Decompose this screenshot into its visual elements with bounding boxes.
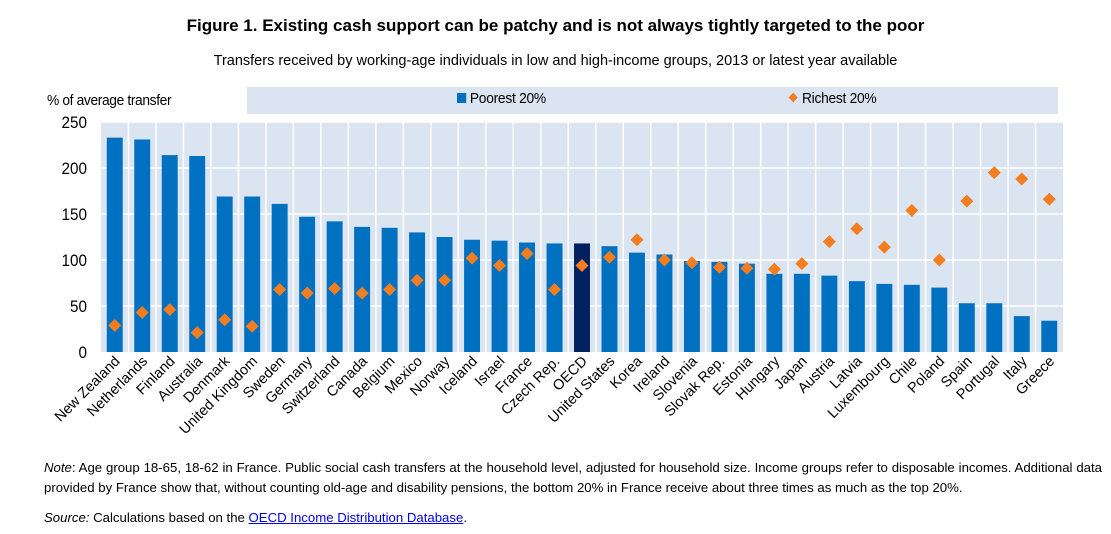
marker-richest xyxy=(410,273,424,287)
marker-richest xyxy=(685,256,699,270)
legend-label-poorest: Poorest 20% xyxy=(469,90,546,107)
markers-richest xyxy=(108,166,1056,340)
bar-poorest xyxy=(903,284,920,352)
bar-poorest xyxy=(491,240,508,352)
marker-richest xyxy=(273,282,287,296)
marker-richest xyxy=(383,282,397,296)
marker-richest xyxy=(190,326,204,340)
marker-richest xyxy=(328,282,342,296)
bar-poorest xyxy=(793,273,810,352)
bar-poorest xyxy=(656,254,673,352)
bar-poorest xyxy=(546,243,563,352)
marker-richest xyxy=(355,286,369,300)
y-tick-label: 150 xyxy=(62,205,88,224)
source-text: Calculations based on the xyxy=(89,510,249,525)
marker-richest xyxy=(657,253,671,267)
bar-poorest xyxy=(106,137,123,352)
bar-poorest xyxy=(683,260,700,352)
bar-poorest xyxy=(1041,320,1058,352)
marker-richest xyxy=(300,286,314,300)
chart-title: Figure 1. Existing cash support can be p… xyxy=(186,16,925,35)
bar-poorest xyxy=(821,275,838,352)
bar-poorest xyxy=(986,303,1003,352)
legend: Poorest 20% Richest 20% xyxy=(247,87,1058,114)
marker-richest xyxy=(218,313,232,327)
bar-poorest xyxy=(271,203,288,352)
bar-poorest xyxy=(601,246,618,352)
legend-item-poorest: Poorest 20% xyxy=(457,90,546,107)
marker-richest xyxy=(822,235,836,249)
bar-poorest xyxy=(1013,316,1030,352)
bar-poorest xyxy=(244,196,261,352)
marker-richest xyxy=(520,247,534,261)
x-tick-labels: New ZealandNetherlandsFinlandAustraliaDe… xyxy=(52,353,1058,438)
marker-richest xyxy=(767,262,781,276)
marker-richest xyxy=(548,282,562,296)
bar-poorest xyxy=(876,283,893,352)
source-link[interactable]: OECD Income Distribution Database xyxy=(248,510,464,525)
chart-plot: 0 50 100 150 200 250 New ZealandNetherlandsFi… xyxy=(52,113,1063,438)
marker-richest xyxy=(795,257,809,271)
marker-richest xyxy=(740,261,754,275)
marker-richest xyxy=(465,251,479,265)
marker-richest xyxy=(575,259,589,273)
bar-poorest xyxy=(711,261,728,352)
bar-poorest xyxy=(189,156,206,352)
y-tick-label: 100 xyxy=(62,251,88,270)
bar-poorest xyxy=(134,139,151,352)
note: Note: Age group 18-65, 18-62 in France. … xyxy=(44,458,1102,498)
source-end: . xyxy=(463,510,467,525)
bar-poorest xyxy=(766,273,783,352)
marker-richest xyxy=(1015,172,1029,186)
y-tick-label: 250 xyxy=(62,113,88,132)
bar-poorest xyxy=(161,155,178,352)
bar-poorest xyxy=(958,303,975,352)
bar-swatch-icon xyxy=(457,93,467,103)
marker-richest xyxy=(905,203,919,217)
bar-poorest xyxy=(629,252,645,352)
bar-poorest xyxy=(574,243,590,352)
bar-poorest xyxy=(848,281,865,352)
marker-richest xyxy=(438,273,452,287)
source: Source: Calculations based on the OECD I… xyxy=(44,510,467,525)
legend-label-richest: Richest 20% xyxy=(801,90,877,107)
marker-richest xyxy=(850,222,864,236)
bar-poorest xyxy=(299,216,316,352)
y-tick-label: 50 xyxy=(70,297,87,316)
y-tick-label: 200 xyxy=(62,159,88,178)
marker-richest xyxy=(630,233,644,247)
marker-richest xyxy=(960,194,974,208)
marker-richest xyxy=(877,240,891,254)
bar-poorest xyxy=(519,242,535,352)
marker-richest xyxy=(493,259,507,273)
bar-poorest xyxy=(464,239,481,352)
chart-subtitle: Transfers received by working-age indivi… xyxy=(213,53,898,69)
marker-richest xyxy=(602,250,616,264)
marker-richest xyxy=(712,260,726,274)
note-text: : Age group 18-65, 18-62 in France. Publ… xyxy=(44,460,1102,495)
bars-poorest xyxy=(106,137,1058,352)
bar-poorest xyxy=(216,196,233,352)
bar-poorest xyxy=(931,287,948,352)
y-tick-labels: 0 50 100 150 200 250 xyxy=(62,113,88,362)
marker-richest xyxy=(932,253,946,267)
legend-item-richest: Richest 20% xyxy=(788,90,877,107)
bar-poorest xyxy=(409,232,426,352)
gridlines xyxy=(101,121,1063,352)
marker-richest xyxy=(1042,192,1056,206)
source-label: Source: xyxy=(44,510,90,525)
bar-poorest xyxy=(738,263,755,352)
y-axis-label: % of average transfer xyxy=(47,92,172,109)
marker-richest xyxy=(163,303,177,317)
marker-richest xyxy=(987,166,1001,180)
marker-richest xyxy=(245,319,259,333)
bar-poorest xyxy=(436,237,453,352)
marker-richest xyxy=(135,305,149,319)
y-tick-label: 0 xyxy=(79,343,88,362)
marker-richest xyxy=(108,318,122,332)
note-label: Note xyxy=(44,460,72,475)
